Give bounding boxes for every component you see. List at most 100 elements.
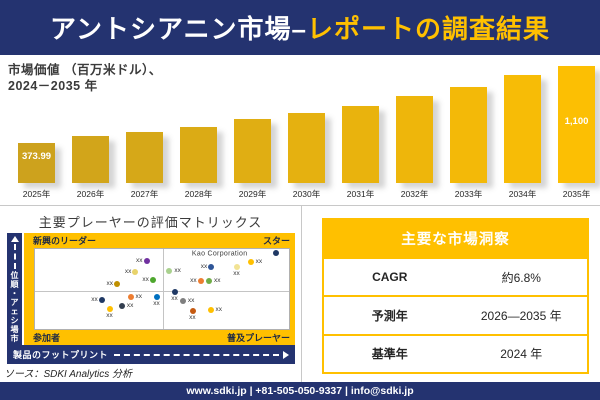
matrix-y-axis: 位順・アェシ場市 [7,233,22,345]
matrix-x-axis-label: 製品のフットプリント [13,350,109,360]
bar-2035年: 1,100 [558,66,595,183]
matrix-plot: Kao Corporation xx xx xx xx xx xx xx xx xx xx xx xx… [34,248,290,330]
bar-value-label: 373.99 [21,151,52,163]
insights-rows: CAGR 約6.8% 予測年 2026—2035 年基準年 2024 年 [324,257,587,372]
x-axis-tick: 2033年 [454,189,483,199]
page-title: アントシアニン市場– レポートの調査結果 [0,0,600,55]
source-note: ソース：SDKI Analytics 分析 [4,369,133,380]
matrix-data-point [98,296,105,303]
bar-column: 2029年 [234,118,271,205]
bar-2026年 [72,135,109,183]
matrix-y-axis-label: 位順・アェシ場市 [10,271,19,343]
bar-2029年 [234,118,271,183]
matrix-point-label: xx [153,300,160,307]
insights-row-label: CAGR [372,270,408,285]
matrix-data-point [166,268,173,274]
page-title-market: アントシアニン市場– [50,14,307,44]
bar-column: 1,100 2035年 [558,66,595,205]
market-value-bar-chart: 市場価値 （百万米ドル）、 2024－2035 年 373.99 2025年 202… [0,55,600,205]
bar-2031年 [342,105,379,183]
matrix-point-label: xx [213,276,221,284]
matrix-data-point [172,288,179,295]
matrix-point-label: xx [187,296,195,304]
bar-column: 2033年 [450,87,487,205]
x-axis-tick: 2030年 [292,189,321,199]
bar-column: 2031年 [342,105,379,205]
insights-table-row: 予測年 2026—2035 年 [324,295,587,333]
market-insights-panel: 主要な市場洞察 CAGR 約6.8% 予測年 2026—2035 年基準年 2024 年 [302,206,600,382]
matrix-data-point [143,258,150,265]
bar-chart-bars: 373.99 2025年 2026年 2027年 2028年 2029年 2030年 2031… [18,60,595,205]
matrix-point-label: xx [106,311,113,319]
chart-subtitle-line1: 市場価値 （百万米ドル）、 [8,63,162,77]
matrix-data-point [107,305,114,312]
bar-column: 2028年 [180,126,217,205]
matrix-data-point [118,303,125,310]
matrix-point-label: xx [124,267,132,275]
bar-2027年 [126,131,163,183]
matrix-data-point [207,306,214,313]
matrix-data-point [234,264,241,271]
page-title-report: レポートの調査結果 [306,14,550,44]
insights-row-label: 基準年 [371,347,408,362]
bar-column: 2032年 [396,96,433,205]
matrix-point-label: xx [200,262,208,270]
insights-row-value: 2024 年 [500,347,543,362]
x-axis-tick: 2032年 [400,189,429,199]
bar-2025年: 373.99 [18,143,55,183]
insights-table-row: CAGR 約6.8% [324,257,587,295]
footer-contact-text: www.sdki.jp | +81-505-050-9337 | info@sd… [186,385,414,397]
matrix-point-label: xx [135,292,143,300]
insights-row-value: 2026—2035 年 [480,308,562,323]
matrix-area: 位順・アェシ場市 新興のリーダー スター Kao Corporation xx x… [7,233,295,365]
quadrant-divider-horizontal [35,290,289,292]
bar-column: 2027年 [126,131,163,205]
x-axis-tick: 2028年 [184,189,213,199]
bar-2033年 [450,87,487,183]
matrix-data-point [114,280,121,287]
bottom-section: 主要プレーヤーの評価マトリックス 位順・アェシ場市 新興のリーダー スター K [0,205,600,382]
matrix-bottom-band: 参加者 普及プレーヤー [24,330,295,345]
dashed-line-vertical [13,244,16,269]
market-insights-table: 主要な市場洞察 CAGR 約6.8% 予測年 2026—2035 年基準年 2024 年 [322,218,589,374]
matrix-data-point [179,297,186,304]
matrix-point-label: xx [215,305,223,313]
x-axis-tick: 2035年 [562,189,591,199]
quadrant-label-pervasive-players: 普及プレーヤー [226,333,290,343]
matrix-data-point [149,277,156,284]
insights-table-header: 主要な市場洞察 [324,220,587,257]
bar-column: 373.99 2025年 [18,143,55,205]
insights-row-value: 約6.8% [501,270,541,285]
matrix-data-point [247,259,254,266]
matrix-data-point [127,293,134,300]
quadrant-label-star: スター [262,236,290,246]
x-axis-tick: 2029年 [238,189,267,199]
matrix-point-label: xx [255,258,263,266]
x-axis-tick: 2025年 [22,189,51,199]
matrix-point-label: xx [136,256,143,264]
matrix-data-point [197,278,204,285]
dashed-line-horizontal [114,353,279,356]
quadrant-label-participants: 参加者 [33,333,61,343]
matrix-data-point [273,250,280,257]
matrix-box: 新興のリーダー スター Kao Corporation xx xx xx xx xx xx… [24,233,295,345]
matrix-point-label: xx [91,295,98,303]
player-matrix-panel: 主要プレーヤーの評価マトリックス 位順・アェシ場市 新興のリーダー スター K [0,206,302,382]
matrix-point-label: xx [233,270,240,278]
bar-2032年 [396,96,433,183]
matrix-title: 主要プレーヤーの評価マトリックス [38,215,263,230]
matrix-data-point [132,268,139,275]
matrix-x-axis: 製品のフットプリント [7,345,295,364]
insights-table-row: 基準年 2024 年 [324,333,587,372]
matrix-point-label: xx [171,294,178,302]
insights-row-label: 予測年 [371,308,408,323]
quadrant-label-emerging-leaders: 新興のリーダー [33,236,97,246]
quadrant-divider-vertical [162,249,164,329]
matrix-point-label: xx [142,276,149,284]
matrix-data-point [154,294,161,300]
x-axis-tick: 2027年 [130,189,159,199]
bar-2030年 [288,112,325,183]
x-axis-tick: 2026年 [76,189,105,199]
arrow-right-icon [283,350,289,359]
